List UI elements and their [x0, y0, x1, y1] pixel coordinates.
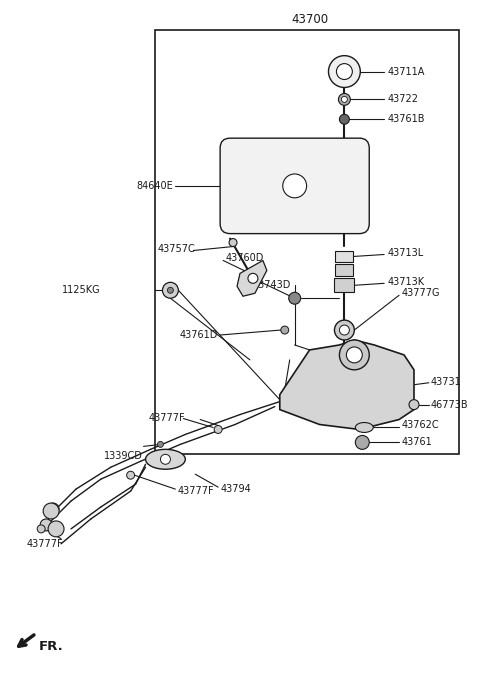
Text: FR.: FR. — [39, 640, 64, 653]
Circle shape — [336, 64, 352, 79]
Text: 43731: 43731 — [431, 376, 462, 387]
Circle shape — [229, 238, 237, 246]
Circle shape — [339, 325, 349, 335]
Text: 43762C: 43762C — [401, 420, 439, 431]
Ellipse shape — [145, 450, 185, 469]
Text: 43794: 43794 — [220, 484, 251, 494]
Text: 43760D: 43760D — [225, 253, 264, 263]
Text: 43722: 43722 — [387, 94, 418, 104]
Ellipse shape — [355, 422, 373, 433]
Circle shape — [43, 503, 59, 519]
Text: 43761D: 43761D — [180, 330, 218, 340]
Text: 43713K: 43713K — [387, 278, 424, 287]
Text: 43777F: 43777F — [149, 412, 185, 422]
Bar — [336, 265, 353, 276]
Circle shape — [339, 114, 349, 125]
Bar — [335, 278, 354, 292]
Circle shape — [157, 441, 164, 447]
Circle shape — [48, 521, 64, 537]
Circle shape — [335, 320, 354, 340]
Circle shape — [160, 454, 170, 464]
Text: 84640E: 84640E — [137, 181, 173, 191]
Circle shape — [339, 340, 369, 370]
Text: 43743D: 43743D — [253, 280, 291, 290]
Text: 46773B: 46773B — [431, 399, 468, 410]
Circle shape — [47, 503, 59, 515]
Circle shape — [347, 347, 362, 363]
Bar — [156, 30, 459, 454]
Circle shape — [281, 326, 288, 334]
Text: 43777G: 43777G — [401, 288, 440, 299]
Text: 43777F: 43777F — [26, 539, 63, 549]
Text: 43713L: 43713L — [387, 248, 423, 259]
Circle shape — [355, 435, 369, 450]
Circle shape — [214, 425, 222, 433]
Text: 43761B: 43761B — [387, 114, 425, 125]
Bar — [336, 250, 353, 263]
Polygon shape — [237, 261, 267, 297]
Polygon shape — [280, 340, 414, 429]
Circle shape — [40, 519, 52, 531]
Circle shape — [283, 174, 307, 198]
Text: 1125KG: 1125KG — [62, 285, 101, 295]
Circle shape — [248, 274, 258, 283]
Circle shape — [37, 525, 45, 533]
Text: 1339CD: 1339CD — [104, 452, 143, 461]
Circle shape — [168, 287, 173, 293]
Text: 43711A: 43711A — [387, 66, 424, 77]
Circle shape — [328, 56, 360, 87]
Circle shape — [341, 96, 348, 102]
Text: 43757C: 43757C — [157, 244, 195, 253]
Text: 43700: 43700 — [291, 14, 328, 26]
Circle shape — [127, 471, 134, 479]
Circle shape — [338, 93, 350, 106]
Circle shape — [409, 399, 419, 410]
Circle shape — [162, 282, 179, 299]
FancyBboxPatch shape — [220, 138, 369, 234]
Text: 43761: 43761 — [401, 437, 432, 447]
Circle shape — [288, 292, 300, 304]
Text: 43777F: 43777F — [178, 486, 214, 496]
